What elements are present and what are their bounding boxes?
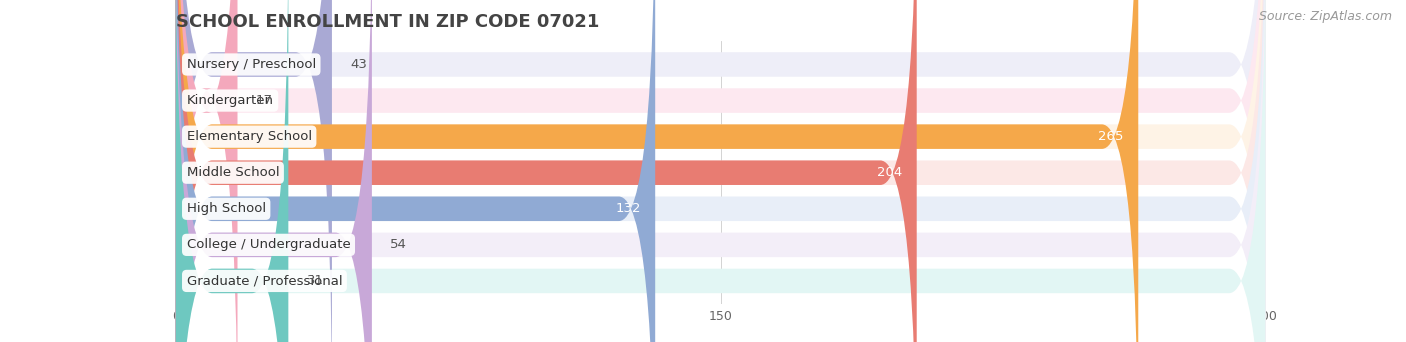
FancyBboxPatch shape [176,0,1265,342]
Text: 265: 265 [1098,130,1123,143]
FancyBboxPatch shape [176,0,1265,342]
FancyBboxPatch shape [176,0,1265,342]
Text: Source: ZipAtlas.com: Source: ZipAtlas.com [1258,10,1392,23]
Text: Kindergarten: Kindergarten [187,94,274,107]
FancyBboxPatch shape [176,0,373,342]
Text: 54: 54 [389,238,406,251]
FancyBboxPatch shape [176,0,655,342]
FancyBboxPatch shape [176,0,1265,342]
Text: 43: 43 [350,58,367,71]
Text: 31: 31 [307,274,323,287]
Text: 17: 17 [256,94,273,107]
Text: SCHOOL ENROLLMENT IN ZIP CODE 07021: SCHOOL ENROLLMENT IN ZIP CODE 07021 [176,13,599,31]
Text: Graduate / Professional: Graduate / Professional [187,274,342,287]
Text: Middle School: Middle School [187,166,280,179]
Text: 132: 132 [616,202,641,215]
FancyBboxPatch shape [176,0,1265,342]
Text: 204: 204 [877,166,903,179]
FancyBboxPatch shape [176,0,1265,342]
FancyBboxPatch shape [176,0,1139,342]
FancyBboxPatch shape [176,0,917,342]
FancyBboxPatch shape [176,0,1265,342]
Text: Nursery / Preschool: Nursery / Preschool [187,58,316,71]
FancyBboxPatch shape [176,0,288,342]
Text: College / Undergraduate: College / Undergraduate [187,238,350,251]
FancyBboxPatch shape [176,0,238,342]
Text: Elementary School: Elementary School [187,130,312,143]
FancyBboxPatch shape [176,0,332,342]
Text: High School: High School [187,202,266,215]
